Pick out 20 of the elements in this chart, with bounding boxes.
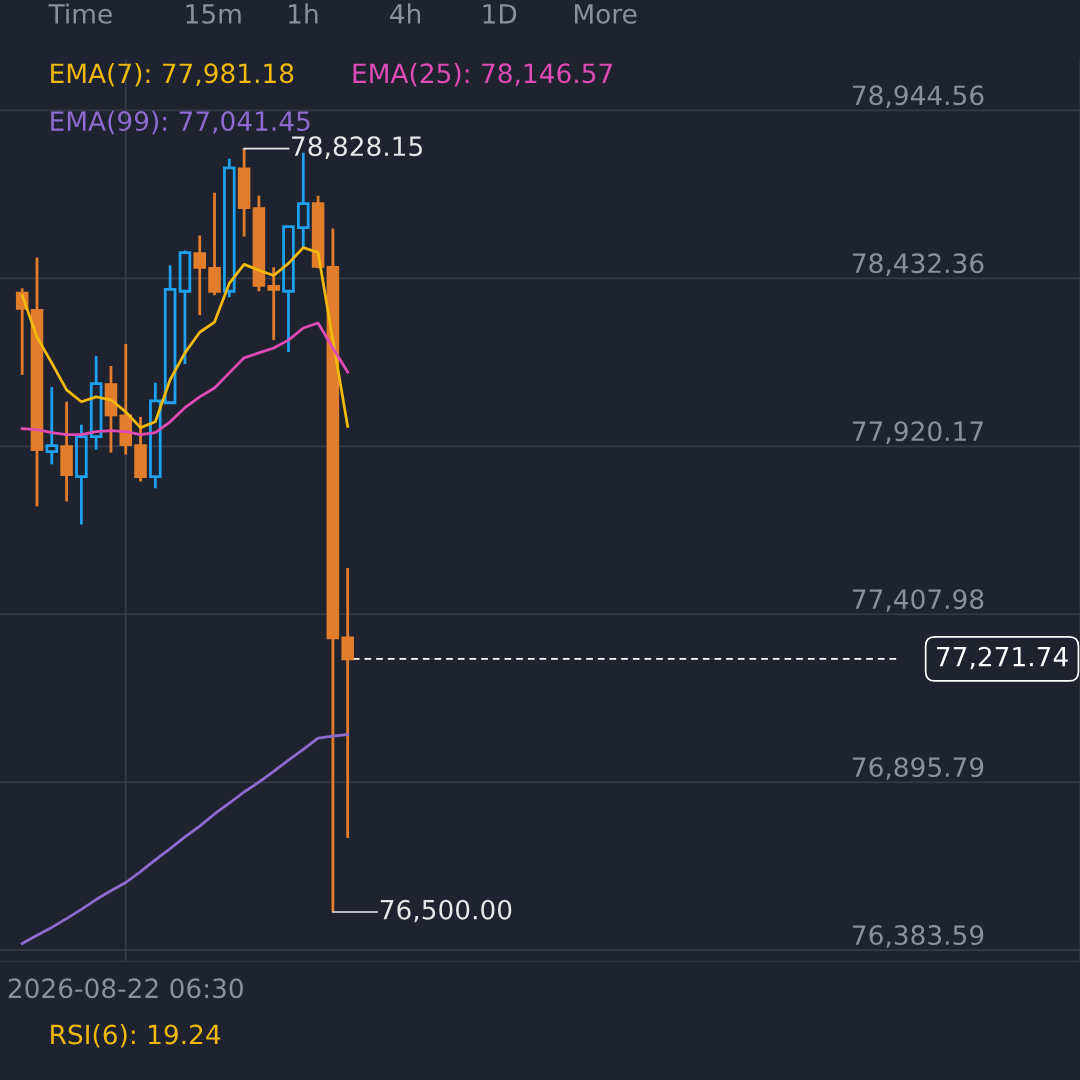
y-tick-label: 76,383.59 [853,925,984,948]
text: Time [48,3,112,24]
annotation: 76,500.00 [380,899,512,923]
y-tick-label: 77,920.17 [853,421,983,444]
text: EMA(99): 77,041.45 [51,110,310,135]
text: 1h [289,3,318,24]
text: 15m [186,4,241,24]
text: EMA(7): 77,981.18 [51,62,294,87]
text: More [574,4,637,24]
y-tick-label: 78,432.36 [853,253,984,276]
x-tick-label: 2026-08-22 06:30 [8,978,243,999]
text: RSI(6): 19.24 [51,1024,221,1048]
text: 1D [483,4,517,24]
annotation: 78,828.15 [292,136,422,159]
text: EMA(25): 78,146.57 [353,62,612,87]
y-tick-label: 78,944.56 [853,85,984,108]
y-tick-label: 77,407.98 [853,589,984,612]
ref-line-label: 77,271.74 [937,646,1068,670]
text: 4h [390,3,421,24]
y-tick-label: 76,895.79 [853,757,984,780]
